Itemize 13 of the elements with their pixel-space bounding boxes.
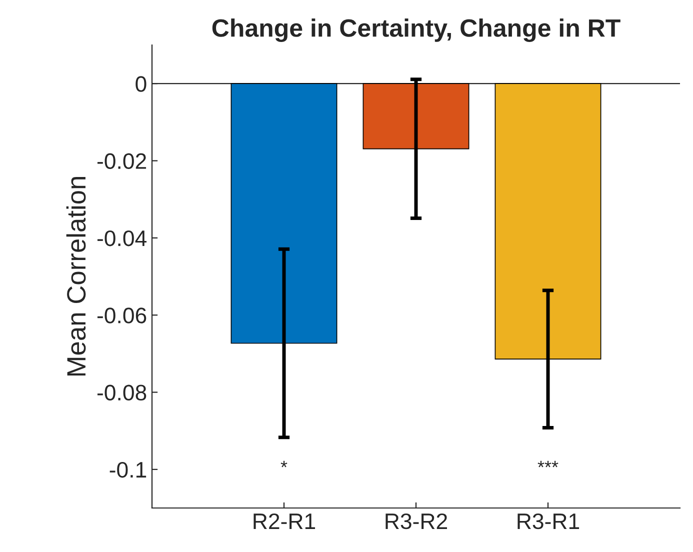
annotation: *** — [538, 460, 558, 468]
x-tick-label: R3-R1 — [518, 513, 580, 530]
y-tick-label: -0.1 — [110, 462, 146, 478]
annotation: * — [280, 460, 288, 468]
y-tick-label: -0.02 — [97, 153, 146, 170]
x-tick-label: R3-R2 — [386, 513, 447, 530]
y-tick-label: -0.08 — [97, 384, 146, 401]
y-axis-title: Mean Correlation — [66, 177, 86, 376]
y-tick-label: -0.06 — [97, 308, 146, 324]
y-tick-label: 0 — [136, 76, 146, 92]
chart-title: Change in Certainty, Change in RT — [212, 18, 620, 42]
y-tick-label: -0.04 — [97, 230, 146, 246]
x-tick-label: R2-R1 — [254, 513, 316, 529]
